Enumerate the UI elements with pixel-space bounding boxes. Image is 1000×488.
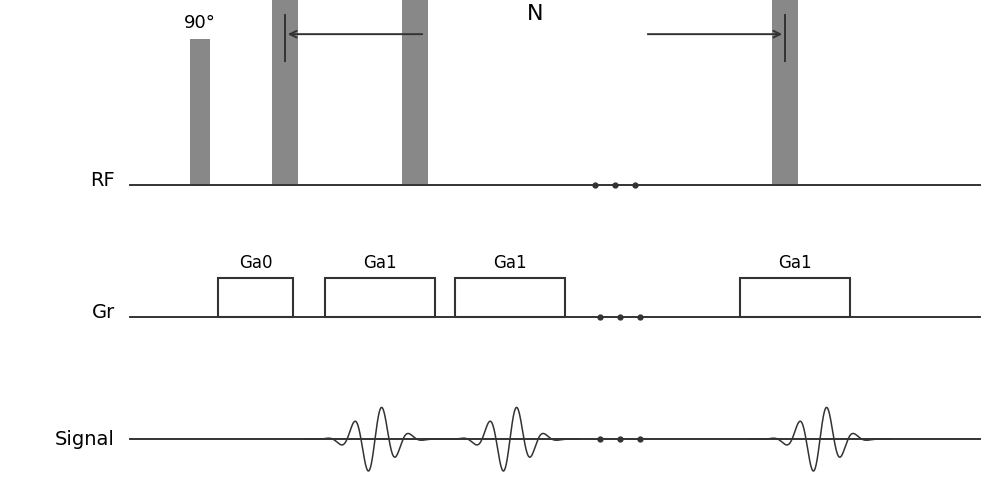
Text: Gr: Gr	[92, 303, 115, 322]
FancyBboxPatch shape	[218, 278, 293, 317]
FancyBboxPatch shape	[740, 278, 850, 317]
FancyBboxPatch shape	[455, 278, 565, 317]
Text: RF: RF	[90, 171, 115, 190]
FancyBboxPatch shape	[402, 0, 428, 185]
Text: Ga1: Ga1	[778, 254, 812, 272]
Text: Ga1: Ga1	[493, 254, 527, 272]
Text: Ga0: Ga0	[239, 254, 272, 272]
Text: Ga1: Ga1	[363, 254, 397, 272]
FancyBboxPatch shape	[325, 278, 435, 317]
Text: N: N	[527, 4, 543, 24]
Text: 90°: 90°	[184, 14, 216, 32]
FancyBboxPatch shape	[772, 0, 798, 185]
FancyBboxPatch shape	[190, 39, 210, 185]
Text: Signal: Signal	[55, 430, 115, 448]
FancyBboxPatch shape	[272, 0, 298, 185]
